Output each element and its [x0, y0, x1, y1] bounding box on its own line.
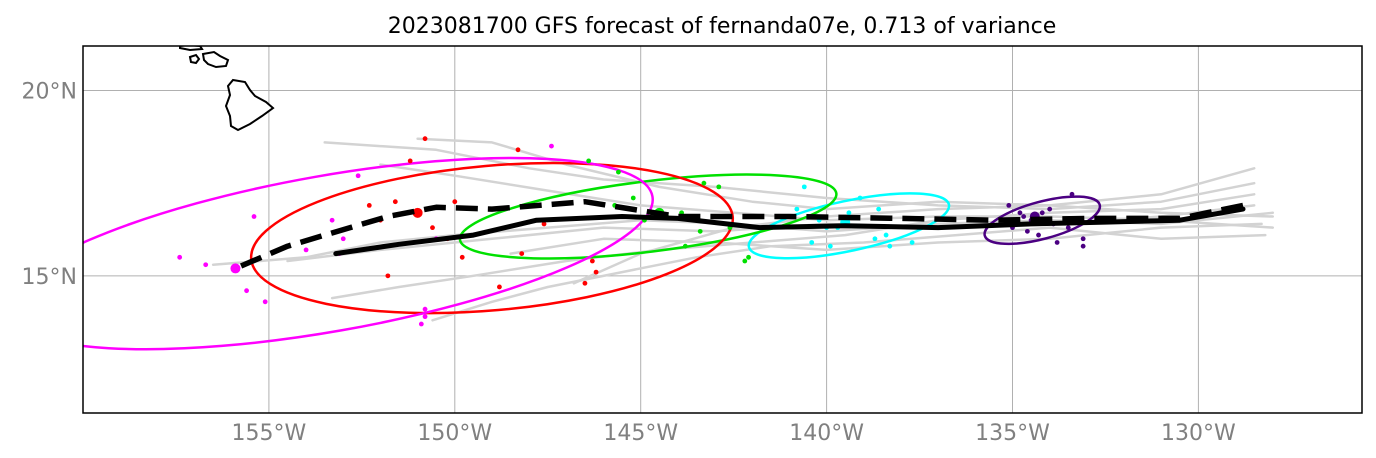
ensemble-track: [416, 137, 1275, 218]
day3-point: [716, 184, 722, 190]
x-tick-label: 140°W: [789, 421, 864, 446]
day4-point: [459, 254, 465, 260]
day2-point: [887, 243, 893, 249]
chart-title: 2023081700 GFS forecast of fernanda07e, …: [388, 14, 1057, 39]
day5-point: [418, 321, 424, 327]
hawaii-landmass: [179, 46, 275, 132]
day4-point: [497, 284, 502, 290]
day1-point: [1069, 191, 1075, 197]
day3-point: [615, 169, 621, 175]
day5-point: [177, 254, 183, 260]
y-tick-label: 15°N: [22, 265, 77, 290]
day5-point: [422, 306, 428, 312]
day2-point: [876, 206, 882, 212]
control-track-line: [234, 198, 1244, 271]
mean-track-line: [333, 206, 1246, 257]
day1-point: [1047, 206, 1053, 212]
day2-point: [846, 210, 852, 216]
day2-point: [909, 240, 915, 245]
maui-outline: [201, 50, 230, 69]
day5-point: [262, 299, 268, 305]
day5-point: [549, 143, 554, 149]
day3-point: [630, 195, 636, 201]
day4-point: [366, 203, 372, 208]
day2-point: [801, 184, 807, 190]
day1-point: [1080, 236, 1086, 242]
day2-point: [872, 236, 878, 242]
ensemble-track: [431, 226, 1267, 322]
day1-point: [1036, 232, 1041, 238]
day3-point: [742, 258, 748, 264]
day5-point: [251, 214, 257, 219]
day5-point: [340, 236, 346, 242]
day2-point: [857, 195, 863, 201]
day1-point: [1039, 210, 1045, 216]
molokai-outline: [179, 46, 204, 52]
day1-point: [1024, 228, 1030, 234]
x-axis-ticks: 155°W 150°W 145°W 140°W 135°W 130°W: [232, 421, 1236, 446]
day4-point: [392, 199, 398, 205]
day3-point: [682, 243, 688, 249]
day2-point: [827, 243, 833, 249]
main-tracks: [234, 198, 1246, 271]
day4-point: [593, 269, 599, 275]
big-island-outline: [224, 78, 275, 132]
day1-point: [1006, 203, 1012, 208]
ensemble-tracks: [211, 137, 1275, 322]
x-tick-label: 130°W: [1161, 421, 1236, 446]
x-tick-label: 150°W: [417, 421, 492, 446]
day5-point: [329, 217, 335, 223]
day1-ellipse: [983, 195, 1102, 246]
day5-center-point: [230, 263, 241, 274]
uncertainty-ellipses: [83, 156, 1102, 351]
plot-frame: [82, 45, 1363, 414]
day4-point: [407, 158, 413, 164]
day4-point: [452, 199, 458, 205]
day4-center-point: [412, 207, 423, 218]
day4-point: [385, 273, 391, 279]
day4-point: [582, 280, 588, 286]
day2-point: [794, 206, 800, 212]
day4-point: [422, 136, 428, 142]
day1-point: [1017, 210, 1023, 216]
day5-point: [422, 314, 428, 320]
ensemble-track: [572, 167, 1256, 285]
day3-point: [697, 228, 703, 234]
day2-ellipse: [747, 192, 951, 260]
day2-point: [883, 232, 889, 238]
x-tick-label: 145°W: [603, 421, 678, 446]
day3-point: [746, 254, 751, 260]
day3-point: [701, 180, 707, 186]
day5-point: [203, 262, 209, 268]
day5-point: [303, 247, 309, 253]
y-axis-ticks: 15°N 20°N: [22, 79, 77, 289]
day5-point: [244, 288, 249, 294]
day1-point: [1065, 225, 1071, 231]
y-tick-label: 20°N: [22, 79, 77, 104]
day4-point: [519, 251, 525, 256]
lanai-outline: [188, 53, 201, 65]
day4-point: [430, 225, 435, 231]
x-tick-label: 135°W: [975, 421, 1050, 446]
day5-point: [355, 173, 361, 179]
x-tick-label: 155°W: [232, 421, 307, 446]
ensemble-track: [330, 193, 1256, 300]
day3-point: [586, 158, 592, 164]
day1-point: [1080, 243, 1086, 249]
day1-point: [1021, 214, 1027, 219]
day2-point: [809, 240, 815, 245]
day1-point: [1054, 240, 1060, 245]
day5-ellipse: [83, 156, 654, 351]
day4-point: [589, 258, 595, 264]
day4-point: [515, 147, 521, 153]
day4-point: [541, 221, 547, 227]
